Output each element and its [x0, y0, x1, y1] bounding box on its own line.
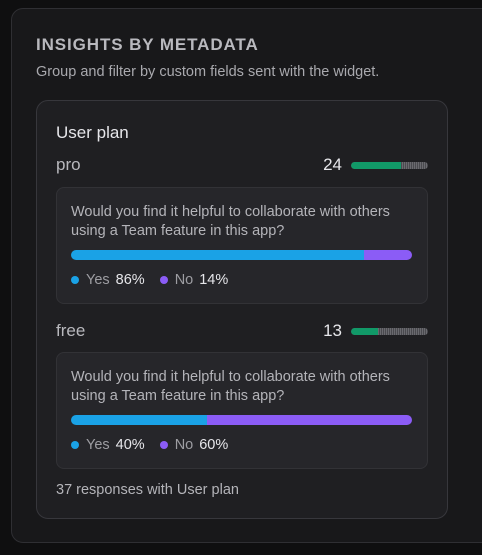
segment-share-fill	[351, 328, 378, 335]
yes-percent: 86%	[115, 272, 145, 288]
section-title: INSIGHTS BY METADATA	[36, 35, 259, 54]
answer-legend: Yes 40% No 60%	[71, 435, 243, 455]
section-subtitle: Group and filter by custom fields sent w…	[36, 64, 380, 80]
yes-label: Yes	[86, 437, 110, 453]
yes-label: Yes	[86, 272, 110, 288]
question-text: Would you find it helpful to collaborate…	[71, 204, 390, 239]
responses-footer: 37 responses with User plan	[56, 482, 239, 498]
no-percent: 60%	[199, 437, 229, 453]
question-card-free[interactable]: Would you find it helpful to collaborate…	[56, 352, 428, 469]
no-dot-icon	[159, 441, 168, 449]
no-label: No	[174, 272, 194, 288]
no-dot-icon	[159, 276, 168, 284]
yes-percent: 40%	[115, 437, 145, 453]
segment-share-bar	[351, 162, 428, 169]
yes-portion	[71, 415, 208, 425]
answer-split-bar	[71, 250, 412, 260]
yes-dot-icon	[71, 276, 79, 284]
segment-share-fill	[351, 162, 402, 169]
answer-split-bar	[71, 415, 412, 425]
no-label: No	[174, 437, 194, 453]
no-percent: 14%	[199, 272, 229, 288]
segment-name: pro	[56, 155, 81, 174]
yes-dot-icon	[71, 441, 79, 449]
no-portion	[364, 250, 412, 260]
no-portion	[207, 415, 412, 425]
segment-row-pro[interactable]: pro 24	[56, 154, 428, 176]
user-plan-card: User plan pro 24 Would you find it helpf…	[36, 100, 448, 519]
segment-name: free	[56, 321, 86, 340]
segment-share-bar	[351, 328, 428, 335]
card-title: User plan	[56, 123, 129, 142]
answer-legend: Yes 86% No 14%	[71, 270, 243, 290]
question-card-pro[interactable]: Would you find it helpful to collaborate…	[56, 187, 428, 304]
segment-count: 24	[323, 155, 342, 174]
question-text: Would you find it helpful to collaborate…	[71, 369, 390, 404]
segment-count: 13	[323, 321, 342, 340]
insights-panel: INSIGHTS BY METADATA Group and filter by…	[11, 8, 482, 543]
segment-row-free[interactable]: free 13	[56, 320, 428, 342]
yes-portion	[71, 250, 365, 260]
